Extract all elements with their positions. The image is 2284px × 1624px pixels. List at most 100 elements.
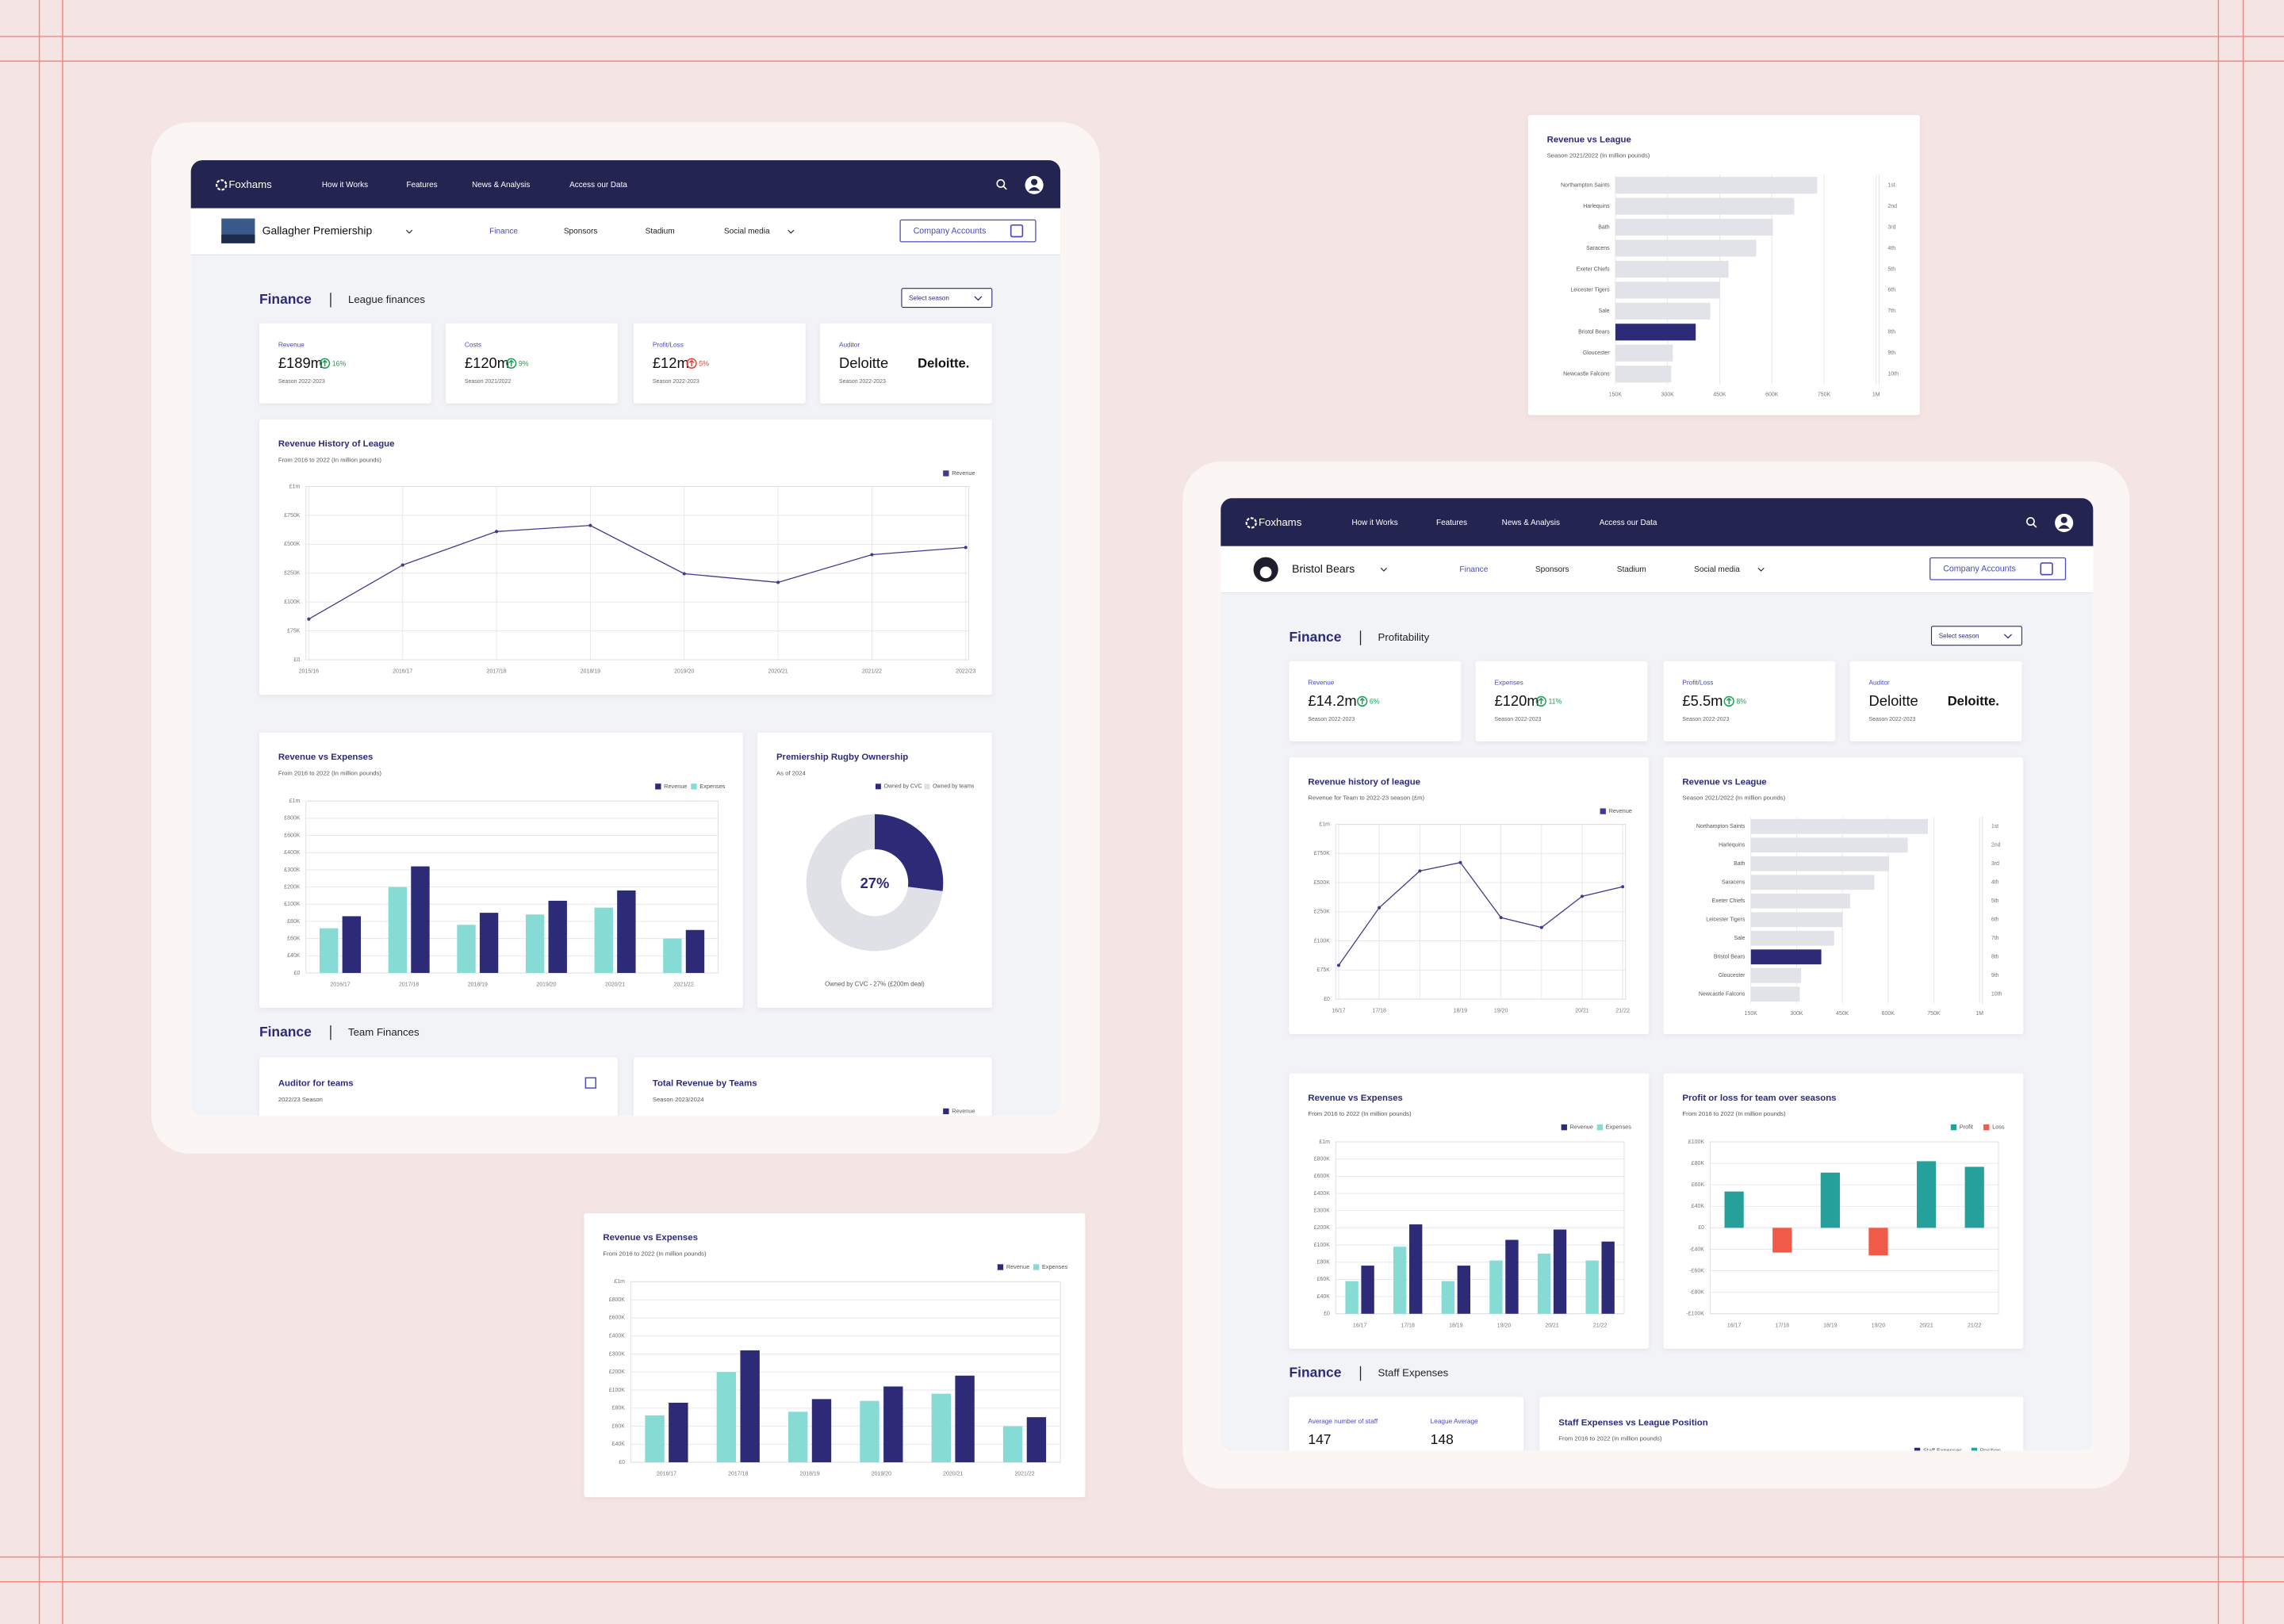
user-icon-body xyxy=(2058,525,2070,529)
auditor-logo: Deloitte. xyxy=(918,356,969,371)
legend-label: Expenses xyxy=(699,783,726,790)
nav-link[interactable]: News & Analysis xyxy=(472,181,530,190)
kpi-label: Revenue xyxy=(278,342,305,349)
nav-link[interactable]: Features xyxy=(1436,519,1467,527)
category-label: Northampton Saints xyxy=(1696,824,1746,829)
category-label: Newcastle Falcons xyxy=(1699,992,1746,998)
y-tick-label: £800K xyxy=(1314,1157,1331,1162)
rank-label: 1st xyxy=(1991,824,1998,829)
tab-caret xyxy=(788,229,795,234)
card xyxy=(633,323,806,404)
nav-link[interactable]: Access our Data xyxy=(569,181,627,190)
x-tick-label: 450K xyxy=(1713,393,1726,398)
rank-label: 10th xyxy=(1887,372,1899,377)
team-logo-face xyxy=(1259,566,1272,579)
line-point xyxy=(1378,906,1382,910)
rank-label: 6th xyxy=(1887,288,1895,293)
tab[interactable]: Social media xyxy=(724,228,770,236)
bar xyxy=(548,900,567,973)
company-accounts-button[interactable] xyxy=(899,219,1037,243)
y-tick-label: £40K xyxy=(1692,1204,1705,1209)
auditor-logo: Deloitte. xyxy=(1948,694,1999,709)
team-caret[interactable] xyxy=(405,229,413,234)
line-point xyxy=(964,546,968,550)
y-tick-label: £80K xyxy=(1692,1161,1705,1166)
x-tick-label: 17/18 xyxy=(1776,1323,1790,1328)
select-box[interactable] xyxy=(901,288,993,308)
kpi-label: Expenses xyxy=(1494,680,1523,687)
button-icon xyxy=(2040,562,2053,576)
x-tick-label: 150K xyxy=(1745,1011,1758,1017)
card xyxy=(1289,1396,1524,1451)
tab[interactable]: Sponsors xyxy=(1535,565,1569,574)
x-tick-label: 20/21 xyxy=(1575,1009,1589,1014)
search-icon[interactable] xyxy=(996,179,1006,188)
card xyxy=(1475,661,1648,741)
legend-label: Owned by teams xyxy=(933,784,975,790)
kpi-note: Season 2022-2023 xyxy=(1869,717,1916,722)
y-tick-label: £200K xyxy=(284,884,301,890)
legend-swatch xyxy=(1596,1124,1604,1131)
category-label: Exeter Chiefs xyxy=(1577,266,1610,272)
category-label: Newcastle Falcons xyxy=(1563,372,1610,377)
bar xyxy=(1916,1161,1937,1228)
team-name: Bristol Bears xyxy=(1292,562,1355,575)
y-tick-label: £100K xyxy=(609,1388,626,1393)
x-tick-label: 2016/17 xyxy=(393,669,412,675)
y-tick-label: £40K xyxy=(612,1442,626,1447)
kpi-value: £5.5m xyxy=(1682,692,1723,709)
x-tick-label: 2021/22 xyxy=(674,982,694,987)
line-series xyxy=(1338,862,1623,966)
y-tick-label: £800K xyxy=(609,1297,626,1303)
legend-swatch xyxy=(924,783,930,790)
nav-link[interactable]: Access our Data xyxy=(1600,519,1657,527)
nav-link[interactable]: How it Works xyxy=(1351,519,1397,527)
company-accounts-button[interactable] xyxy=(1930,557,2067,580)
tab[interactable]: Stadium xyxy=(646,228,675,236)
nav-link[interactable]: How it Works xyxy=(322,181,368,190)
kpi-change: 6% xyxy=(1370,698,1380,706)
tab[interactable]: Finance xyxy=(489,228,518,236)
bar xyxy=(955,1375,975,1463)
category-label: Gloucester xyxy=(1583,350,1610,356)
kpi-label: Costs xyxy=(465,342,481,349)
line-point xyxy=(1499,916,1503,920)
x-tick-label: 19/20 xyxy=(1494,1009,1508,1014)
team-caret[interactable] xyxy=(1380,567,1388,572)
external-link-icon[interactable] xyxy=(584,1077,596,1089)
brand-icon xyxy=(1245,517,1257,529)
y-tick-label: £60K xyxy=(1317,1277,1331,1282)
select-box[interactable] xyxy=(1930,626,2022,646)
x-tick-label: 2018/19 xyxy=(799,1472,819,1477)
y-tick-label: -£100K xyxy=(1686,1312,1704,1317)
nav-bar xyxy=(1221,498,2094,546)
brand[interactable]: Foxhams xyxy=(228,178,272,190)
nav-link[interactable]: Features xyxy=(406,181,437,190)
tab-caret xyxy=(1757,567,1765,572)
y-tick-label: £60K xyxy=(1692,1182,1705,1188)
kpi-arrow xyxy=(1723,695,1734,707)
kpi-arrow-head xyxy=(508,359,514,366)
bar xyxy=(1361,1266,1374,1314)
tab[interactable]: Finance xyxy=(1459,565,1488,574)
kpi-value: £12m xyxy=(653,354,689,371)
x-tick-label: 2019/20 xyxy=(674,669,694,675)
card xyxy=(1849,661,2022,741)
card xyxy=(446,323,618,404)
tab[interactable]: Social media xyxy=(1694,565,1740,574)
user-icon-head xyxy=(1031,178,1038,186)
bar xyxy=(1489,1260,1503,1314)
bar xyxy=(1409,1224,1423,1314)
search-icon[interactable] xyxy=(2025,517,2035,526)
plot-frame xyxy=(1709,1141,1999,1315)
y-tick-label: £0 xyxy=(619,1460,625,1465)
brand[interactable]: Foxhams xyxy=(1259,516,1302,528)
bar xyxy=(1393,1247,1407,1314)
chart-title: Premiership Rugby Ownership xyxy=(776,753,908,762)
tab[interactable]: Stadium xyxy=(1617,565,1646,574)
x-tick-label: 2021/22 xyxy=(862,669,882,675)
nav-link[interactable]: News & Analysis xyxy=(1502,519,1560,527)
x-tick-label: 18/19 xyxy=(1823,1323,1838,1328)
y-tick-label: £60K xyxy=(612,1423,626,1429)
tab[interactable]: Sponsors xyxy=(564,228,598,236)
